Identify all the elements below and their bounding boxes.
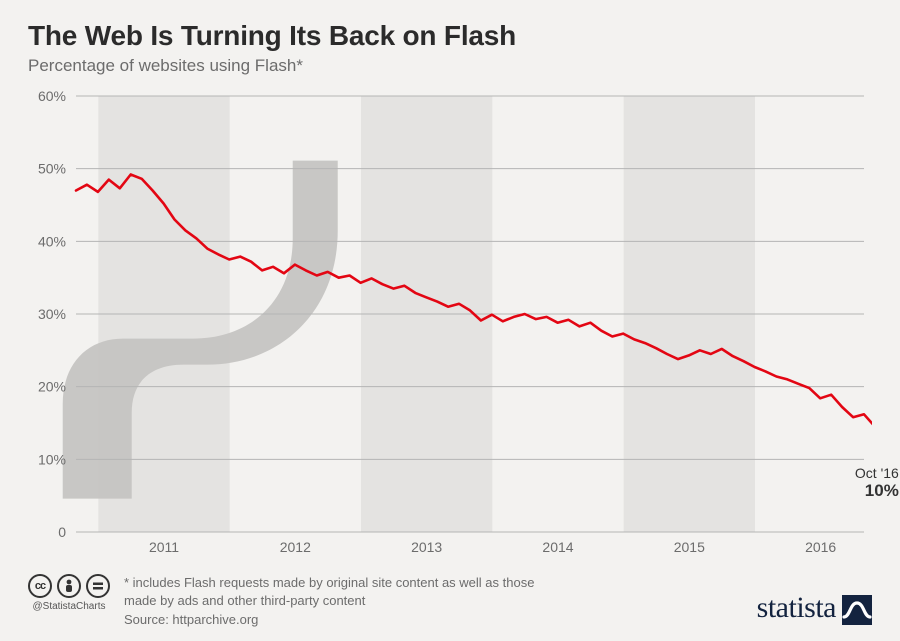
svg-text:20%: 20% (38, 379, 66, 395)
chart-title: The Web Is Turning Its Back on Flash (28, 20, 872, 52)
svg-text:10%: 10% (38, 451, 66, 467)
svg-text:2014: 2014 (542, 539, 573, 555)
license-block: cc @StatistaCharts (28, 574, 110, 612)
end-annotation-value: 10% (839, 481, 899, 501)
footnote-text: * includes Flash requests made by origin… (124, 574, 564, 609)
svg-text:2015: 2015 (674, 539, 705, 555)
svg-text:40%: 40% (38, 233, 66, 249)
brand-name: statista (757, 591, 836, 625)
nd-badge-icon (86, 574, 110, 598)
end-annotation-label: Oct '16 (839, 465, 899, 481)
svg-text:2016: 2016 (805, 539, 836, 555)
svg-text:2011: 2011 (149, 539, 179, 555)
brand-logo: statista (757, 591, 872, 625)
chart-area: 0 10% 20% 30% 40% 50% 60% 2011 2012 2013 2014 2015 2… (28, 90, 872, 560)
svg-text:50%: 50% (38, 161, 66, 177)
attribution-handle: @StatistaCharts (33, 601, 106, 612)
svg-text:30%: 30% (38, 306, 66, 322)
svg-text:2012: 2012 (280, 539, 311, 555)
chart-subtitle: Percentage of websites using Flash* (28, 56, 872, 76)
svg-text:0: 0 (58, 524, 66, 540)
cc-badge-icon: cc (28, 574, 52, 598)
brand-wave-icon (842, 595, 872, 625)
end-annotation: Oct '16 10% (839, 465, 899, 501)
by-badge-icon (57, 574, 81, 598)
svg-text:60%: 60% (38, 90, 66, 104)
source-text: Source: httparchive.org (124, 611, 564, 629)
line-chart: 0 10% 20% 30% 40% 50% 60% 2011 2012 2013 2014 2015 2… (28, 90, 872, 560)
svg-text:2013: 2013 (411, 539, 442, 555)
